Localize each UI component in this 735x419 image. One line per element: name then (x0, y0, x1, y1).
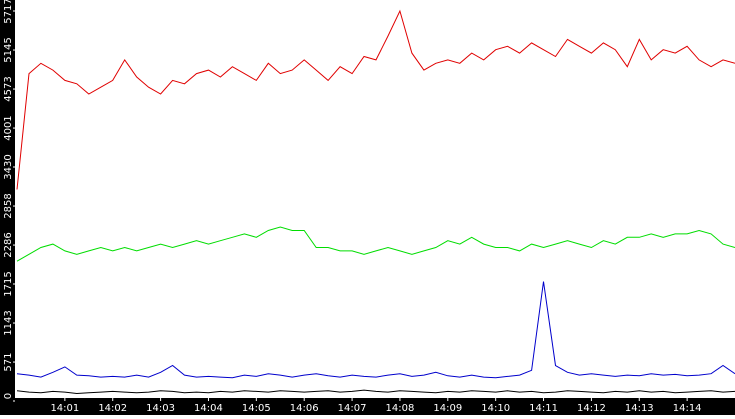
series-line (16, 281, 735, 379)
x-tick-label: 14:10 (481, 403, 510, 414)
x-axis-band (0, 398, 735, 415)
y-axis-band (0, 0, 15, 415)
y-tick-label: 1143 (3, 310, 14, 335)
x-tick-label: 14:12 (577, 403, 606, 414)
y-tick-label: 2286 (3, 232, 14, 257)
x-tick-label: 14:11 (529, 403, 558, 414)
x-tick-label: 14:04 (194, 403, 223, 414)
y-tick-label: 5717 (3, 0, 14, 24)
y-tick-label: 1715 (3, 271, 14, 296)
x-tick-label: 14:14 (673, 403, 702, 414)
y-tick-label: 571 (3, 353, 14, 372)
x-tick-label: 14:02 (98, 403, 127, 414)
y-tick-label: 4573 (3, 76, 14, 101)
x-tick-label: 14:07 (338, 403, 367, 414)
x-tick-label: 14:08 (386, 403, 415, 414)
series-line (16, 9, 735, 190)
series-line (16, 389, 735, 395)
y-tick-label: 0 (3, 393, 14, 399)
y-tick-label: 2858 (3, 193, 14, 218)
y-tick-label: 4001 (3, 115, 14, 140)
x-tick-label: 14:06 (290, 403, 319, 414)
x-tick-label: 14:09 (433, 403, 462, 414)
y-tick-label: 3430 (3, 154, 14, 179)
y-tick-label: 5145 (3, 37, 14, 62)
series-line (16, 226, 735, 262)
x-tick-label: 14:01 (50, 403, 79, 414)
x-tick-label: 14:13 (625, 403, 654, 414)
x-tick-label: 14:03 (146, 403, 175, 414)
x-tick-label: 14:05 (242, 403, 271, 414)
